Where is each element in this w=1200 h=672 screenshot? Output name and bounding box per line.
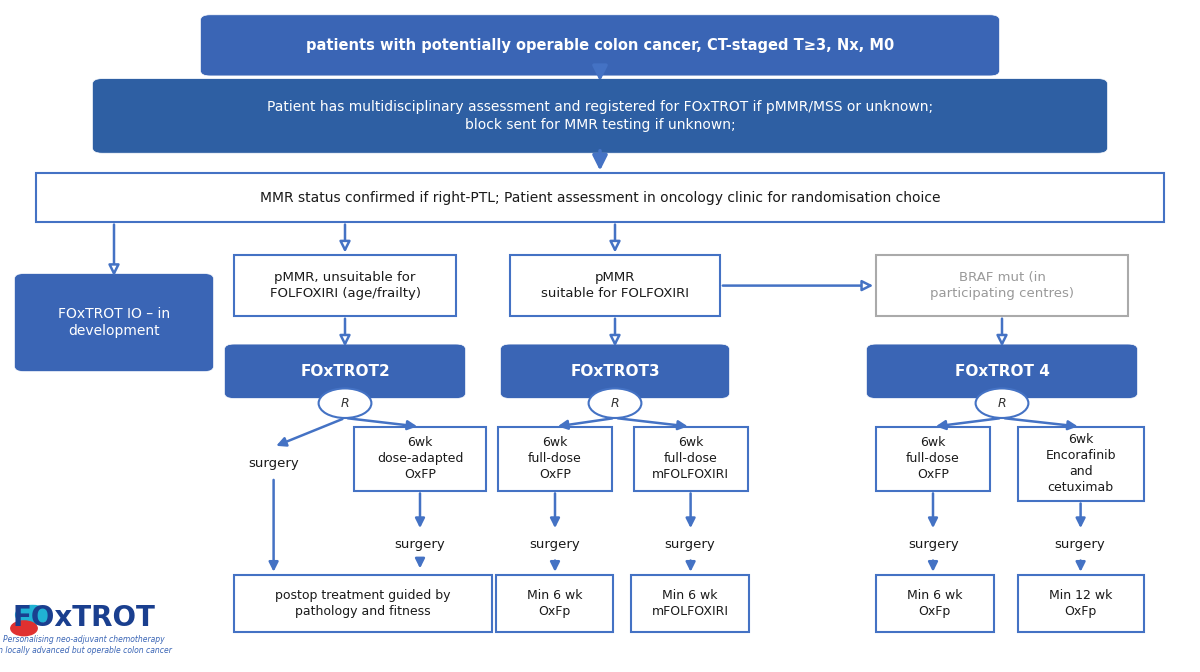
Text: Min 6 wk
OxFp: Min 6 wk OxFp bbox=[527, 589, 582, 618]
FancyBboxPatch shape bbox=[224, 344, 466, 398]
Text: R: R bbox=[611, 396, 619, 410]
Circle shape bbox=[16, 605, 49, 624]
Text: 6wk
dose-adapted
OxFP: 6wk dose-adapted OxFP bbox=[377, 436, 463, 481]
Circle shape bbox=[976, 388, 1028, 418]
Text: FOxTROT 4: FOxTROT 4 bbox=[954, 364, 1050, 379]
Text: Patient has multidisciplinary assessment and registered for FOxTROT if pMMR/MSS : Patient has multidisciplinary assessment… bbox=[266, 100, 934, 132]
FancyBboxPatch shape bbox=[14, 274, 214, 372]
FancyBboxPatch shape bbox=[92, 79, 1108, 153]
Text: surgery: surgery bbox=[665, 538, 715, 551]
Text: surgery: surgery bbox=[395, 538, 445, 551]
Circle shape bbox=[319, 388, 372, 418]
Text: surgery: surgery bbox=[529, 538, 580, 551]
FancyBboxPatch shape bbox=[234, 255, 456, 316]
Text: FOxTROT3: FOxTROT3 bbox=[570, 364, 660, 379]
Text: 6wk
Encorafinib
and
cetuximab: 6wk Encorafinib and cetuximab bbox=[1045, 433, 1116, 494]
Text: surgery: surgery bbox=[908, 538, 959, 551]
FancyBboxPatch shape bbox=[866, 344, 1138, 398]
FancyBboxPatch shape bbox=[876, 255, 1128, 316]
Text: Min 6 wk
OxFp: Min 6 wk OxFp bbox=[907, 589, 962, 618]
FancyBboxPatch shape bbox=[1018, 575, 1144, 632]
Text: postop treatment guided by
pathology and fitness: postop treatment guided by pathology and… bbox=[275, 589, 451, 618]
Text: Personalising neo-adjuvant chemotherapy
in locally advanced but operable colon c: Personalising neo-adjuvant chemotherapy … bbox=[0, 636, 172, 655]
Text: surgery: surgery bbox=[1055, 538, 1105, 551]
FancyBboxPatch shape bbox=[498, 427, 612, 491]
Text: FOxTROT2: FOxTROT2 bbox=[300, 364, 390, 379]
Text: R: R bbox=[997, 396, 1007, 410]
Text: 6wk
full-dose
mFOLFOXIRI: 6wk full-dose mFOLFOXIRI bbox=[652, 436, 730, 481]
FancyBboxPatch shape bbox=[200, 15, 1000, 76]
Text: R: R bbox=[341, 396, 349, 410]
Text: MMR status confirmed if right-PTL; Patient assessment in oncology clinic for ran: MMR status confirmed if right-PTL; Patie… bbox=[259, 191, 941, 204]
FancyBboxPatch shape bbox=[500, 344, 730, 398]
Text: pMMR
suitable for FOLFOXIRI: pMMR suitable for FOLFOXIRI bbox=[541, 271, 689, 300]
Text: patients with potentially operable colon cancer, CT-staged T≥3, Nx, M0: patients with potentially operable colon… bbox=[306, 38, 894, 53]
Text: Min 12 wk
OxFp: Min 12 wk OxFp bbox=[1049, 589, 1112, 618]
Text: surgery: surgery bbox=[248, 457, 299, 470]
Text: Min 6 wk
mFOLFOXIRI: Min 6 wk mFOLFOXIRI bbox=[652, 589, 728, 618]
Text: 6wk
full-dose
OxFP: 6wk full-dose OxFP bbox=[906, 436, 960, 481]
FancyBboxPatch shape bbox=[634, 427, 748, 491]
FancyBboxPatch shape bbox=[631, 575, 749, 632]
Circle shape bbox=[11, 621, 37, 636]
Text: 6wk
full-dose
OxFP: 6wk full-dose OxFP bbox=[528, 436, 582, 481]
Text: BRAF mut (in
participating centres): BRAF mut (in participating centres) bbox=[930, 271, 1074, 300]
FancyBboxPatch shape bbox=[496, 575, 613, 632]
FancyBboxPatch shape bbox=[354, 427, 486, 491]
FancyBboxPatch shape bbox=[234, 575, 492, 632]
FancyBboxPatch shape bbox=[510, 255, 720, 316]
FancyBboxPatch shape bbox=[876, 427, 990, 491]
FancyBboxPatch shape bbox=[1018, 427, 1144, 501]
Text: pMMR, unsuitable for
FOLFOXIRI (age/frailty): pMMR, unsuitable for FOLFOXIRI (age/frai… bbox=[270, 271, 420, 300]
FancyBboxPatch shape bbox=[36, 173, 1164, 222]
Text: FOxTROT IO – in
development: FOxTROT IO – in development bbox=[58, 307, 170, 338]
Text: FOxTROT: FOxTROT bbox=[12, 604, 156, 632]
Circle shape bbox=[589, 388, 641, 418]
FancyBboxPatch shape bbox=[876, 575, 994, 632]
